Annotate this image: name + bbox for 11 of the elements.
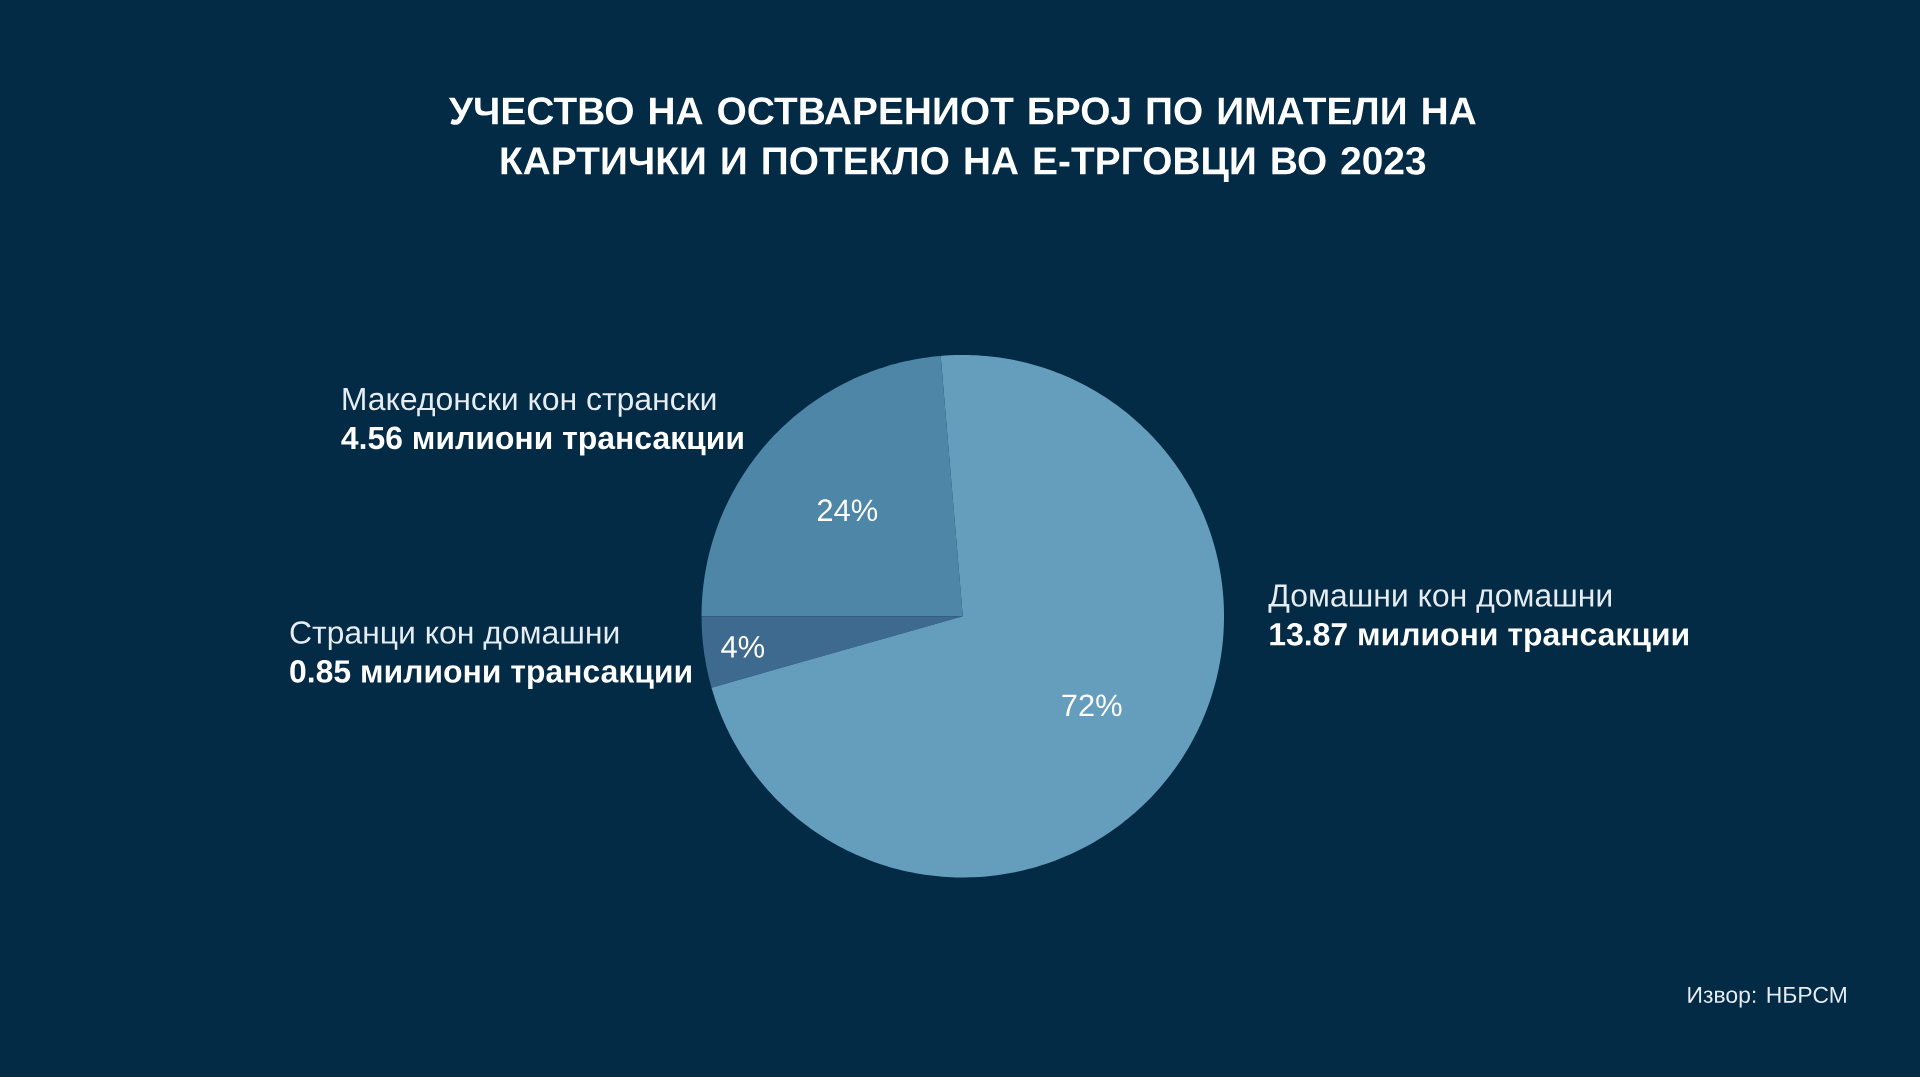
data-label: 0.85 милиони трансакции [290, 660, 691, 690]
slice-label: Домашни кон домашни [1268, 584, 1611, 613]
text: 72% [1062, 694, 1122, 717]
data-label: 4.56 милиони трансакции [341, 426, 743, 456]
data-label: 13.87 милиони трансакции [1270, 623, 1688, 653]
text: 4% [721, 636, 765, 658]
slice-label: Македонски кон странски [343, 388, 716, 417]
chart-title: УЧЕСТВО НА ОСТВАРЕНИОТ БРОЈ ПО ИМАТЕЛИ НА КАРТИЧКИ И ПОТЕКЛО НА Е-ТРГОВЦИ ВО 2023 [448, 97, 1476, 183]
text: Извор: НБРСМ [1688, 986, 1846, 1008]
text: 24% [817, 499, 878, 522]
slice-label: Странци кон домашни [290, 621, 619, 651]
